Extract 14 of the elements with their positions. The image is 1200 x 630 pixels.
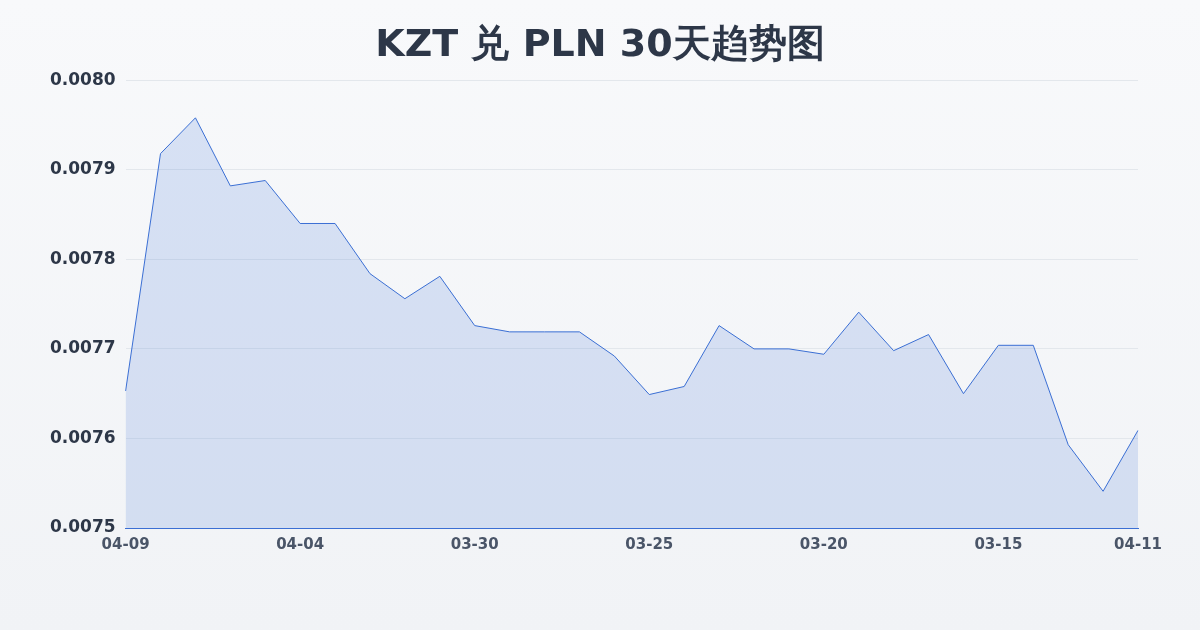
y-tick-label: 0.0075 bbox=[49, 516, 116, 537]
chart-title: KZT 兑 PLN 30天趋势图 bbox=[374, 20, 826, 67]
y-tick-label: 0.0076 bbox=[49, 426, 116, 447]
y-tick-label: 0.0077 bbox=[49, 337, 116, 358]
x-tick-label: 03-15 bbox=[974, 534, 1023, 553]
y-tick-label: 0.0078 bbox=[49, 247, 116, 268]
x-tick-label: 04-09 bbox=[101, 534, 150, 553]
x-tick-label: 03-20 bbox=[799, 534, 848, 553]
x-tick-label: 04-04 bbox=[276, 534, 325, 553]
x-tick-label: 03-30 bbox=[450, 534, 499, 553]
y-tick-label: 0.0080 bbox=[49, 68, 116, 89]
y-tick-label: 0.0079 bbox=[49, 158, 116, 179]
x-tick-label: 03-25 bbox=[625, 534, 674, 553]
x-tick-label: 04-11 bbox=[1114, 534, 1163, 553]
